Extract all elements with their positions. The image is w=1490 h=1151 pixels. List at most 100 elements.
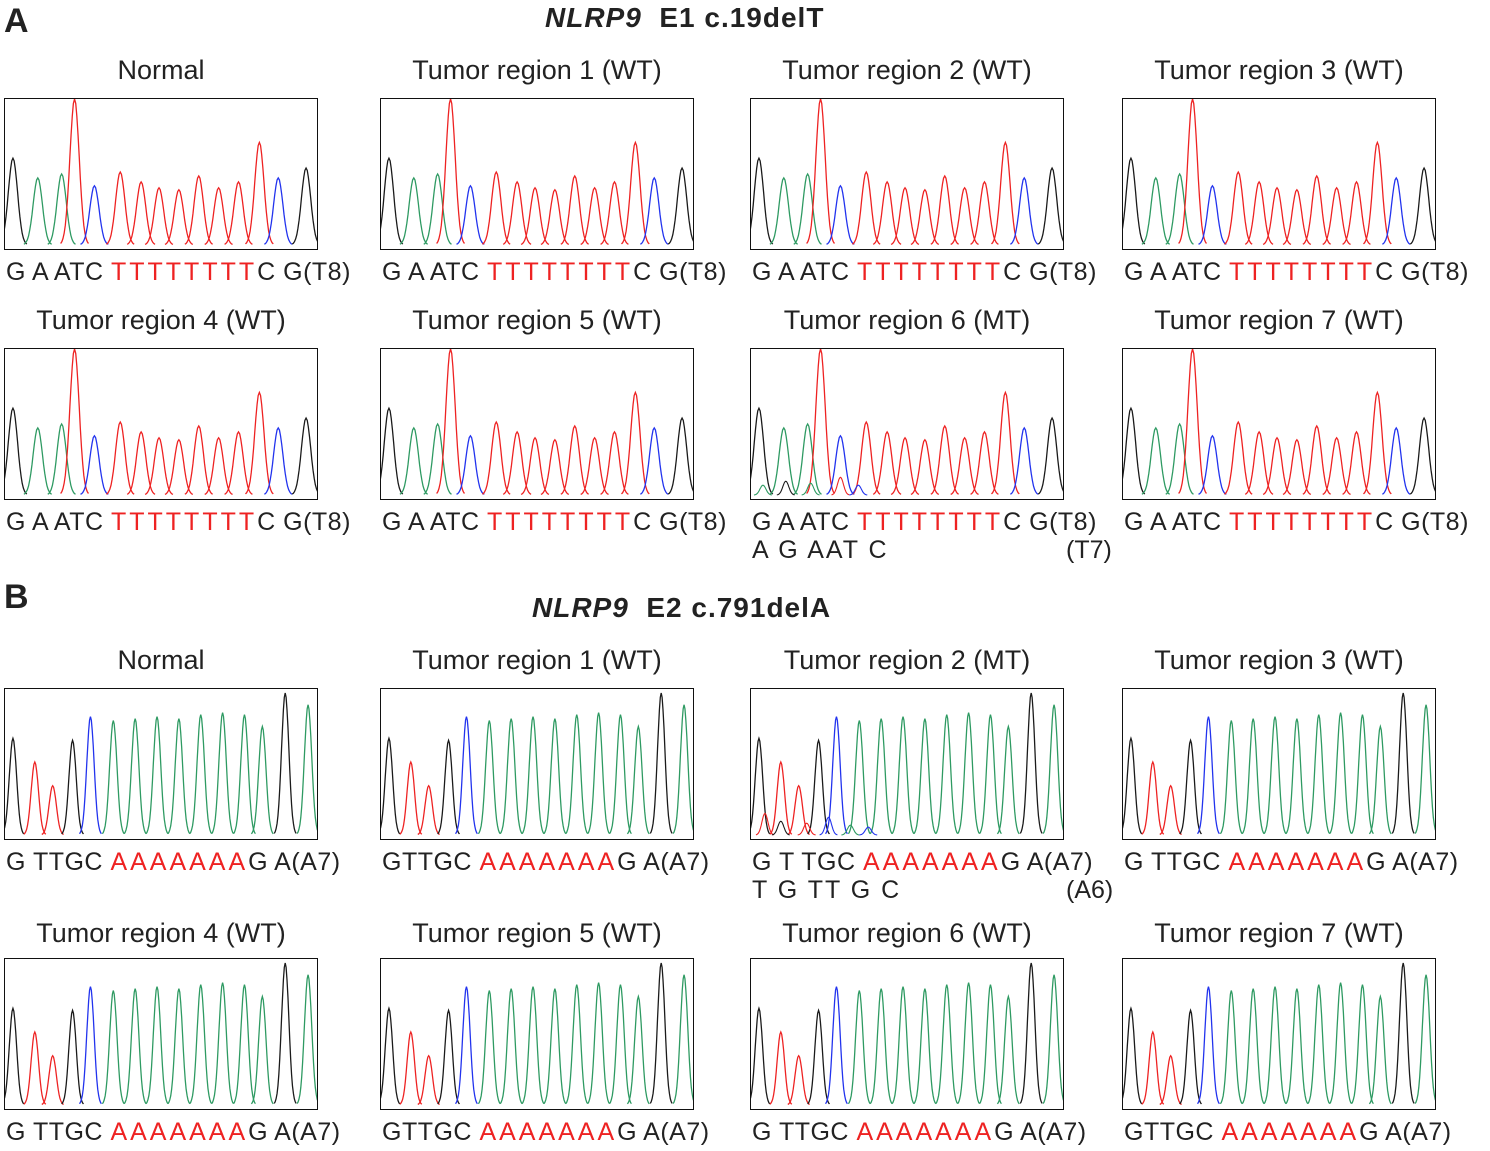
b-cell-3-peak-g	[807, 738, 830, 835]
a-cell-2-peak-t	[540, 188, 570, 246]
b-cell-6-seq-suffix: G A(A7)	[617, 1118, 710, 1146]
a-cell-1-peak-t	[144, 186, 174, 246]
b-cell-7-peak-c	[824, 986, 848, 1105]
panel-a-title: NLRP9 E1 c.19delT	[545, 2, 824, 34]
b-cell-7-peak-g	[807, 1008, 830, 1105]
b-cell-2-peak-a	[587, 712, 611, 835]
b-cell-4-peak-a	[1307, 714, 1331, 835]
b-cell-6-seq-prefix: GTTGC	[382, 1118, 480, 1146]
a-cell-6-peak-t	[436, 349, 466, 494]
a-cell-4-peak-t	[1302, 174, 1332, 245]
b-cell-1-seq-prefix: G TTGC	[6, 848, 111, 876]
b-cell-8-peak-a	[1263, 986, 1287, 1105]
a-cell-6-peak-c	[456, 434, 485, 495]
b-cell-8-peak-a	[1241, 988, 1265, 1105]
a-cell-3-peak-t	[910, 188, 940, 246]
b-cell-1-peak-a	[101, 720, 125, 835]
a-cell-8-chromatogram	[1122, 348, 1436, 500]
a-cell-7-secondary-peak-t	[831, 476, 850, 496]
b-cell-7-title: Tumor region 6 (WT)	[782, 918, 1032, 948]
a-cell-5-peak-c	[80, 434, 109, 495]
a-cell-8-peak-g	[1123, 406, 1146, 495]
a-cell-8-title: Tumor region 7 (WT)	[1154, 305, 1404, 335]
a-cell-7-peak-g	[1037, 416, 1063, 495]
a-cell-2-title: Tumor region 1 (WT)	[412, 55, 662, 85]
a-cell-3-peak-t	[851, 170, 881, 245]
a-cell-8-peak-t	[1282, 438, 1312, 496]
a-cell-7-seq-suffix: C G(T8)	[1003, 508, 1097, 536]
a-cell-6-peak-t	[621, 390, 650, 495]
b-cell-3-peak-a	[869, 718, 893, 835]
a-cell-7-peak-t	[890, 436, 920, 496]
b-cell-5-peak-g	[273, 962, 297, 1104]
b-cell-7-seq-prefix: G TTGC	[752, 1118, 857, 1146]
a-cell-7-sequence: G A ATC TTTTTTTTC G(T8)	[752, 508, 1097, 537]
b-cell-4-peak-a	[1350, 714, 1374, 835]
b-cell-2-peak-a	[543, 718, 567, 835]
a-cell-4-seq-prefix: G A ATC	[1124, 258, 1229, 286]
panel-b-title: NLRP9 E2 c.791delA	[532, 592, 831, 624]
a-cell-6-seq-highlight: TTTTTTTT	[486, 508, 634, 536]
a-cell-8-peak-a	[1165, 422, 1194, 495]
a-cell-4-peak-t	[1322, 186, 1351, 246]
a-cell-1-peak-a	[23, 176, 53, 245]
b-cell-4-peak-t	[1159, 784, 1182, 836]
b-cell-6-chromatogram	[380, 958, 694, 1110]
b-cell-4-peak-a	[1241, 718, 1265, 835]
b-cell-5-seq-suffix: G A(A7)	[248, 1118, 341, 1146]
b-cell-2-peak-c	[454, 716, 478, 835]
b-cell-4-sequence: G TTGC AAAAAAAG A(A7)	[1124, 848, 1459, 877]
b-cell-8-peak-a	[1329, 982, 1353, 1105]
b-cell-2-seq-suffix: G A(A7)	[617, 848, 710, 876]
a-cell-5-peak-t	[224, 430, 253, 495]
b-cell-3-peak-a	[978, 714, 1002, 835]
a-cell-5-peak-g	[291, 416, 317, 495]
b-cell-4-peak-t	[1141, 760, 1165, 835]
b-cell-1-peak-a	[189, 714, 213, 835]
b-cell-3-peak-g	[1019, 692, 1043, 834]
a-cell-2-chromatogram	[380, 98, 694, 250]
a-cell-6-title: Tumor region 5 (WT)	[412, 305, 662, 335]
b-cell-2-peak-g	[649, 692, 673, 834]
a-cell-4-peak-c	[1381, 176, 1411, 245]
b-cell-2-seq-prefix: GTTGC	[382, 848, 480, 876]
b-cell-6-peak-t	[399, 1030, 423, 1105]
b-cell-8-peak-g	[1391, 962, 1415, 1104]
a-cell-5-seq-prefix: G A ATC	[6, 508, 111, 536]
a-cell-2-seq-prefix: G A ATC	[382, 258, 487, 286]
b-cell-7-peak-a	[869, 988, 893, 1105]
b-cell-7-sequence: G TTGC AAAAAAAG A(A7)	[752, 1118, 1087, 1147]
a-cell-5-sequence: G A ATC TTTTTTTTC G(T8)	[6, 508, 351, 537]
a-cell-8-peak-t	[1262, 436, 1292, 496]
a-cell-7-seq-prefix: G A ATC	[752, 508, 857, 536]
a-cell-8-peak-t	[1178, 349, 1208, 494]
b-cell-4-seq-suffix: G A(A7)	[1366, 848, 1459, 876]
a-cell-7-peak-c	[1009, 426, 1039, 495]
b-cell-4-seq-highlight: AAAAAAA	[1228, 848, 1367, 876]
b-cell-3-seq-suffix: G A(A7)	[1000, 848, 1094, 876]
a-cell-5-peak-t	[245, 390, 274, 495]
a-cell-3-seq-prefix: G A ATC	[752, 258, 857, 286]
b-cell-8-peak-a	[1307, 984, 1331, 1105]
a-cell-2-sequence: G A ATC TTTTTTTTC G(T8)	[382, 258, 727, 287]
a-cell-2-peak-g	[667, 166, 693, 245]
b-cell-7-peak-a	[996, 993, 1020, 1105]
b-cell-5-peak-c	[78, 986, 102, 1105]
a-cell-5-seq-highlight: TTTTTTTT	[110, 508, 258, 536]
b-cell-7-peak-g	[1019, 962, 1043, 1104]
a-cell-2-seq-highlight: TTTTTTTT	[486, 258, 634, 286]
a-cell-1-peak-t	[204, 186, 233, 246]
b-cell-1-peak-t	[41, 784, 64, 836]
b-cell-8-peak-a	[1285, 988, 1309, 1105]
a-cell-1-title: Normal	[117, 55, 205, 85]
b-cell-3-peak-g	[751, 736, 771, 835]
a-cell-6-peak-t	[580, 436, 609, 496]
a-cell-8-seq-prefix: G A ATC	[1124, 508, 1229, 536]
b-cell-1-peak-g	[5, 736, 25, 835]
a-cell-4-title: Tumor region 3 (WT)	[1154, 55, 1404, 85]
b-cell-4-peak-g	[1179, 738, 1202, 835]
b-cell-6-peak-a	[672, 974, 693, 1104]
a-cell-6-chromatogram	[380, 348, 694, 500]
b-cell-1-chromatogram	[4, 688, 318, 840]
a-cell-1-peak-g	[5, 156, 28, 245]
